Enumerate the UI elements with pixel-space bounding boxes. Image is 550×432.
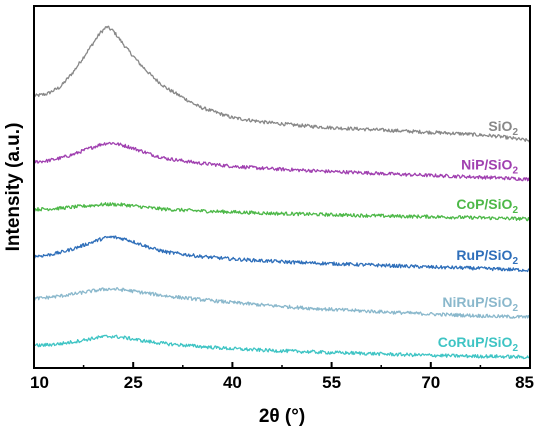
series-label-4: NiRuP/SiO2 bbox=[442, 294, 518, 314]
series-label-0: SiO2 bbox=[488, 118, 518, 138]
series-layer bbox=[33, 25, 531, 360]
x-tick-label-2: 40 bbox=[223, 373, 242, 392]
x-tick-label-0: 10 bbox=[30, 373, 49, 392]
series-label-5: CoRuP/SiO2 bbox=[438, 334, 519, 354]
y-axis-title: Intensity (a.u.) bbox=[3, 123, 24, 252]
series-label-2: CoP/SiO2 bbox=[456, 196, 518, 216]
x-axis-ticks: 10 25 40 55 70 85 bbox=[30, 362, 534, 392]
series-line-3 bbox=[33, 235, 531, 273]
series-label-3: RuP/SiO2 bbox=[456, 247, 518, 267]
series-line-4 bbox=[33, 287, 531, 320]
series-line-5 bbox=[33, 334, 531, 360]
series-label-layer: SiO2 NiP/SiO2 CoP/SiO2 RuP/SiO2 NiRuP/SiO2 Co… bbox=[438, 118, 519, 354]
x-tick-label-4: 70 bbox=[421, 373, 440, 392]
series-line-1 bbox=[33, 141, 531, 182]
x-tick-label-5: 85 bbox=[515, 373, 534, 392]
x-tick-label-1: 25 bbox=[124, 373, 143, 392]
x-tick-label-3: 55 bbox=[322, 373, 341, 392]
x-axis-title: 2θ (°) bbox=[259, 406, 305, 427]
series-line-2 bbox=[33, 202, 531, 222]
series-line-0 bbox=[33, 25, 531, 143]
series-label-1: NiP/SiO2 bbox=[461, 156, 518, 176]
